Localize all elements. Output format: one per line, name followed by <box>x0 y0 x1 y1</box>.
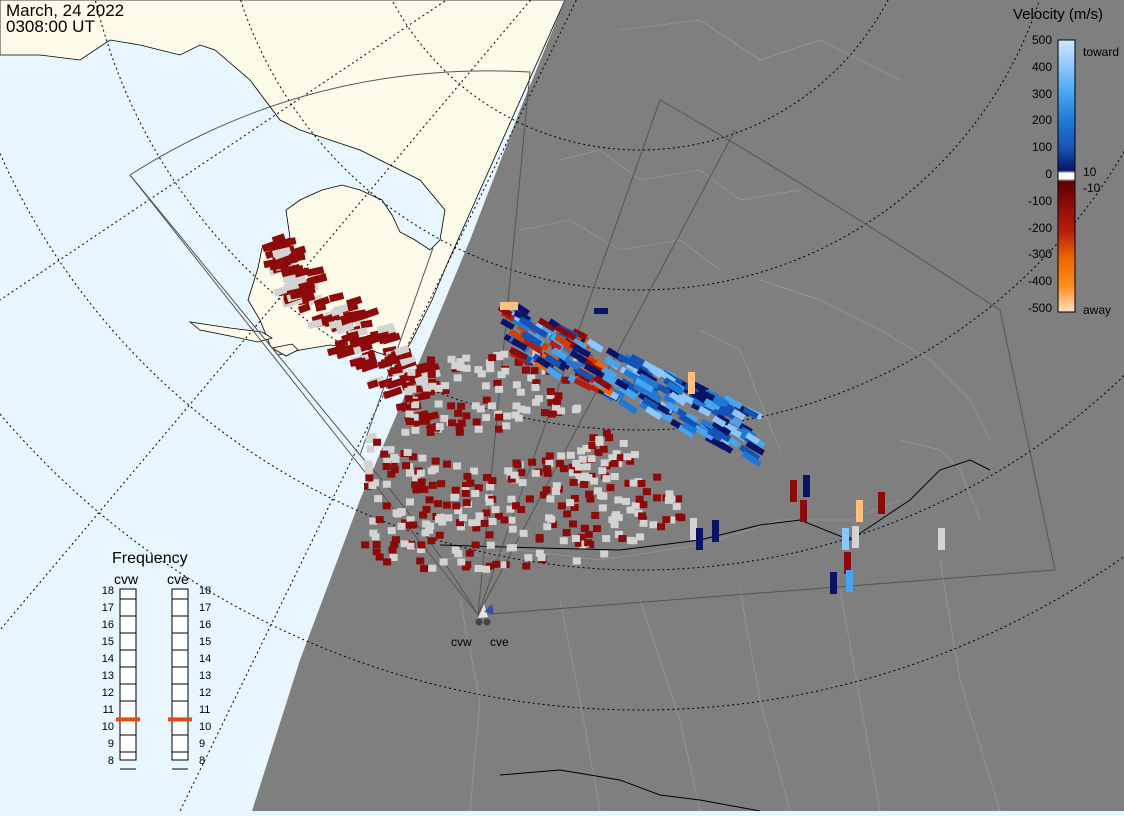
freq-bar-cvw <box>119 588 137 761</box>
freq-tick-left-18: 18 <box>101 585 114 597</box>
freq-tick-left-13: 13 <box>101 670 114 682</box>
legend-minus10-label: -10 <box>1083 181 1101 195</box>
legend-tick--500: -500 <box>1027 301 1052 315</box>
legend-tick-400: 400 <box>1031 59 1052 74</box>
time-label: 0308:00 UT <box>6 17 95 36</box>
legend-toward-label: toward <box>1083 45 1120 59</box>
freq-tick-left-17: 17 <box>101 602 114 614</box>
legend-tick-500: 500 <box>1031 33 1052 47</box>
freq-tick-left-9: 9 <box>107 738 114 750</box>
velocity-colorbar <box>1057 39 1076 313</box>
freq-tick-right-15: 15 <box>199 636 212 648</box>
freq-tick-right-10: 10 <box>199 721 212 733</box>
site-label-cvw: cvw <box>451 635 472 649</box>
site-label-cve: cve <box>490 635 509 649</box>
freq-tick-right-17: 17 <box>199 602 212 614</box>
alaska-island <box>270 343 299 357</box>
frequency-title: Frequency <box>112 550 188 567</box>
frequency-meters <box>119 588 189 761</box>
freq-tick-left-8: 8 <box>107 755 114 767</box>
night-region <box>252 0 1124 811</box>
freq-tick-right-13: 13 <box>199 670 212 682</box>
legend-away-label: away <box>1083 303 1112 317</box>
freq-radar-label-cvw: cvw <box>114 571 139 587</box>
legend-tick-300: 300 <box>1031 86 1052 101</box>
freq-tick-right-11: 11 <box>199 704 211 716</box>
alaska-landmass <box>0 0 566 361</box>
us-canada-border <box>439 459 991 551</box>
freq-tick-right-8: 8 <box>199 755 206 767</box>
freq-marker-cvw <box>116 717 140 722</box>
freq-tick-left-15: 15 <box>101 636 114 648</box>
legend-tick--200: -200 <box>1027 220 1052 235</box>
freq-tick-left-14: 14 <box>101 653 114 665</box>
legend-tick--100: -100 <box>1027 193 1052 208</box>
freq-radar-label-cve: cve <box>167 571 189 587</box>
longitude-lines <box>0 0 578 812</box>
legend-title: Velocity (m/s) <box>1013 6 1104 23</box>
freq-tick-right-18: 18 <box>199 585 212 597</box>
freq-tick-left-16: 16 <box>101 619 114 631</box>
freq-tick-right-14: 14 <box>199 653 212 665</box>
date-label: March, 24 2022 <box>6 1 125 20</box>
freq-tick-left-12: 12 <box>101 687 114 699</box>
site-marker-cvw <box>475 618 483 626</box>
legend-tick-100: 100 <box>1031 140 1052 155</box>
mexico-border <box>499 769 761 812</box>
legend-tick--300: -300 <box>1027 247 1052 262</box>
site-marker-cve <box>483 618 491 626</box>
legend-tick--400: -400 <box>1027 274 1052 289</box>
freq-tick-right-16: 16 <box>199 619 212 631</box>
legend-plus10-label: 10 <box>1083 165 1097 179</box>
freq-tick-left-11: 11 <box>102 704 114 716</box>
legend-tick-0: 0 <box>1045 167 1052 181</box>
freq-bar-cve <box>171 588 189 761</box>
freq-marker-cve <box>168 717 192 722</box>
freq-tick-right-9: 9 <box>199 738 206 750</box>
freq-tick-left-10: 10 <box>101 721 114 733</box>
frequency-markers <box>116 717 192 722</box>
radar-sites <box>475 604 494 626</box>
backscatter-cells <box>261 233 945 594</box>
legend-tick-200: 200 <box>1031 113 1052 128</box>
freq-tick-right-12: 12 <box>199 687 212 699</box>
